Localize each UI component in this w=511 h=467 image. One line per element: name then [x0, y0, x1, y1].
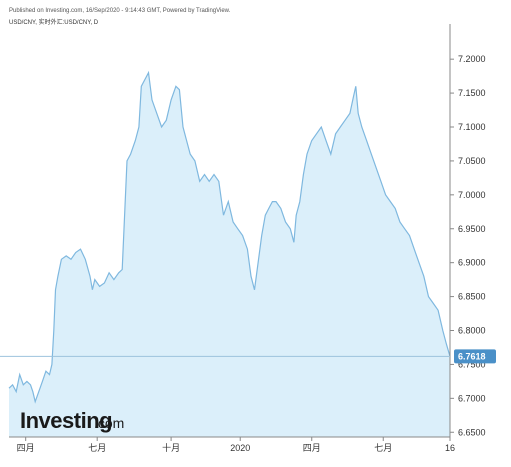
logo-brand: Investing — [20, 408, 112, 433]
x-tick-label: 16 — [445, 443, 455, 453]
y-tick-label: 6.9500 — [458, 224, 486, 234]
chart-publish-note: Published on Investing.com, 16/Sep/2020 … — [9, 8, 231, 14]
y-tick-label: 6.7000 — [458, 393, 486, 403]
series-area-fill — [9, 72, 450, 437]
investing-logo: Investing .com — [20, 408, 124, 433]
current-price-tag — [454, 349, 496, 364]
y-tick-label: 6.7500 — [458, 359, 486, 369]
current-price-value: 6.7618 — [458, 351, 486, 361]
logo-domain: .com — [94, 415, 124, 431]
y-tick-label: 6.8000 — [458, 326, 486, 336]
chart-symbol-label: USD/CNY, 实时外汇:USD/CNY, D — [9, 20, 99, 26]
y-tick-label: 6.8500 — [458, 292, 486, 302]
x-tick-label: 十月 — [162, 442, 180, 453]
x-tick-label: 四月 — [303, 443, 321, 453]
y-tick-label: 7.0500 — [458, 156, 486, 166]
x-tick-label: 七月 — [88, 443, 106, 453]
y-tick-label: 7.1000 — [458, 122, 486, 132]
x-tick-label: 七月 — [374, 443, 392, 453]
y-tick-label: 7.0000 — [458, 190, 486, 200]
x-tick-label: 2020 — [230, 443, 250, 453]
y-tick-label: 6.9000 — [458, 258, 486, 268]
y-tick-label: 7.2000 — [458, 54, 486, 64]
y-tick-label: 6.6500 — [458, 427, 486, 437]
x-tick-label: 四月 — [17, 443, 35, 453]
y-tick-label: 7.1500 — [458, 88, 486, 98]
series-line — [8, 70, 451, 404]
